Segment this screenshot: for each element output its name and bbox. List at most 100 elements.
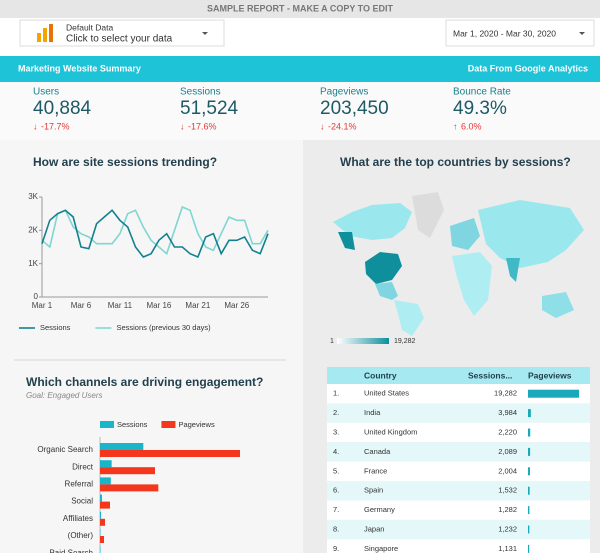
scorecard-arrow: ↓ (33, 121, 38, 131)
bar (100, 536, 104, 543)
y-tick-label: 0 (34, 292, 39, 301)
dropdown-arrow (202, 32, 208, 35)
table-row (327, 539, 590, 553)
row-rank: 9. (333, 544, 339, 553)
legend-label: Sessions (117, 420, 148, 429)
map-title: What are the top countries by sessions? (340, 155, 571, 169)
scorecard-value: 40,884 (33, 98, 92, 119)
table-row (327, 519, 590, 540)
date-range: Mar 1, 2020 - Mar 30, 2020 (453, 28, 556, 38)
pageviews-bar (528, 467, 530, 476)
y-tick-label: Referral (65, 480, 94, 489)
pageviews-bar (528, 525, 530, 534)
x-tick-label: Mar 11 (108, 301, 133, 310)
icon (43, 28, 47, 42)
y-tick-label: Affiliates (63, 514, 93, 523)
country (542, 292, 574, 318)
row-rank: 4. (333, 447, 339, 456)
left-panel (0, 140, 303, 553)
table-row (327, 442, 590, 462)
bar (100, 450, 240, 457)
y-tick-label: (Other) (68, 531, 94, 540)
bar (100, 460, 112, 468)
row-sessions: 1,131 (498, 544, 517, 553)
y-tick-label: Paid Search (49, 548, 93, 553)
data-selector[interactable] (19, 19, 225, 47)
column-header: Sessions... (468, 370, 512, 380)
legend-label: Pageviews (178, 420, 215, 429)
bar (100, 518, 105, 526)
icon (49, 24, 53, 42)
country (394, 300, 424, 336)
row-rank: 2. (333, 408, 339, 417)
country (338, 232, 355, 250)
banner: SAMPLE REPORT - MAKE A COPY TO EDIT (207, 3, 394, 13)
banner-bar (0, 0, 600, 18)
y-tick-label: 1K (28, 259, 38, 268)
world-map (333, 192, 584, 336)
scorecard-change: -17.7% (41, 121, 70, 131)
country (333, 203, 412, 240)
row-country: France (364, 466, 387, 475)
line-series (41, 209, 269, 259)
row-sessions: 2,220 (498, 427, 517, 436)
column-header: Pageviews (528, 370, 572, 380)
map-legend-max: 19,282 (394, 338, 416, 345)
header-title: Marketing Website Summary (18, 63, 141, 73)
bar (100, 477, 111, 485)
row-sessions: 1,232 (498, 524, 517, 533)
pageviews-bar (528, 506, 530, 515)
country (375, 282, 398, 300)
selector-hint: Click to select your data (66, 34, 173, 45)
country (412, 192, 444, 238)
date-picker[interactable] (445, 19, 595, 47)
bar (100, 443, 144, 450)
row-sessions: 1,282 (498, 505, 517, 514)
chart-subtitle: Goal: Engaged Users (26, 391, 103, 400)
bar (100, 494, 102, 502)
row-country: United States (364, 389, 409, 398)
country (365, 252, 402, 284)
map-legend-scale (337, 338, 389, 344)
bar (100, 546, 101, 553)
row-rank: 7. (333, 505, 339, 514)
x-tick-label: Mar 6 (71, 301, 92, 310)
pageviews-bar (528, 428, 531, 437)
scorecard-arrow: ↓ (320, 121, 325, 131)
pageviews-bar (528, 447, 531, 456)
scorecard-label: Sessions (180, 87, 221, 98)
table-row (327, 461, 590, 481)
pageviews-bar (528, 389, 579, 398)
y-tick-label: Direct (72, 462, 94, 471)
country (478, 200, 584, 268)
table-row (327, 384, 590, 404)
legend-label: Sessions (40, 323, 71, 332)
scorecard-arrow: ↓ (180, 121, 185, 131)
row-country: Spain (364, 486, 383, 495)
row-country: Singapore (364, 544, 398, 553)
chart-title: How are site sessions trending? (33, 155, 217, 169)
y-tick-label: Social (71, 497, 93, 506)
bar (100, 467, 155, 475)
row-country: United Kingdom (364, 427, 417, 436)
x-tick-label: Mar 16 (146, 301, 171, 310)
row-sessions: 3,984 (498, 408, 517, 417)
y-tick-label: 3K (28, 192, 38, 201)
y-tick-label: Organic Search (37, 445, 93, 454)
legend-label: Sessions (previous 30 days) (116, 323, 211, 332)
x-tick-label: Mar 26 (224, 301, 249, 310)
column-header: Country (364, 370, 397, 380)
scorecard-change: -24.1% (328, 121, 357, 131)
scorecard-value: 49.3% (453, 98, 507, 119)
scorecard-value: 203,450 (320, 98, 389, 119)
row-sessions: 19,282 (494, 389, 517, 398)
row-rank: 3. (333, 427, 339, 436)
table-row (327, 403, 590, 423)
pageviews-bar (528, 409, 531, 418)
scorecard-area (0, 82, 600, 140)
x-tick-label: Mar 1 (32, 301, 53, 310)
map-legend-min: 1 (330, 338, 334, 345)
header-source: Data From Google Analytics (468, 63, 588, 73)
